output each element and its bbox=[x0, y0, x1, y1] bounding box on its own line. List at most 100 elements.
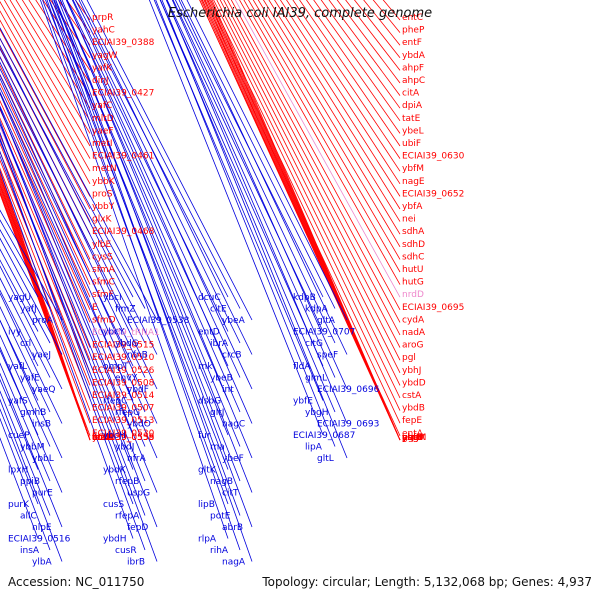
gene-label-forward: pheP bbox=[402, 26, 425, 36]
gene-label-reverse: ybdH bbox=[103, 535, 127, 545]
gene-label-forward: yagW bbox=[92, 51, 118, 61]
gene-label-forward: ECIAI39_0515 bbox=[92, 341, 154, 351]
gene-label-reverse: fepD bbox=[127, 523, 148, 533]
gene-label-forward: phr bbox=[402, 433, 417, 443]
gene-label-reverse: ibrB bbox=[127, 558, 145, 568]
accession-label: Accession: NC_011750 bbox=[8, 575, 145, 589]
gene-label-forward: ECIAI39_0695 bbox=[402, 303, 464, 313]
gene-label-forward: ECIAI39_0514 bbox=[92, 391, 155, 401]
gene-label-reverse: yaeJ bbox=[32, 351, 51, 361]
gene-label-forward: sfmF bbox=[92, 290, 114, 300]
gene-label-reverse: rfepB bbox=[115, 477, 139, 487]
gene-label-forward: ybbY bbox=[92, 202, 115, 212]
gene-label-reverse: rfepA bbox=[115, 512, 140, 522]
gene-label-reverse: dsbG bbox=[198, 397, 221, 407]
gene-label-reverse: int bbox=[222, 385, 234, 395]
gene-label-reverse: ompT bbox=[103, 362, 129, 372]
gene-label-reverse: nlpE bbox=[32, 523, 52, 533]
gene-label-forward: yafC bbox=[92, 101, 112, 111]
gene-label-reverse: entD bbox=[198, 328, 220, 338]
gene-label-reverse: cusS bbox=[103, 500, 124, 510]
gene-label-reverse: ybdO bbox=[127, 420, 151, 430]
gene-label-reverse: fimZ bbox=[115, 305, 136, 315]
gene-label-reverse: ybeA bbox=[222, 316, 246, 326]
gene-label-reverse: citT bbox=[222, 489, 239, 499]
gene-label-forward: ECIAI39_0468 bbox=[92, 227, 155, 237]
gene-label-forward: proS bbox=[92, 189, 113, 199]
gene-label-reverse: nagA bbox=[222, 558, 246, 568]
gene-label-reverse: insB bbox=[32, 420, 51, 430]
gene-label-forward: dpiA bbox=[402, 101, 423, 111]
gene-label-reverse: crcB bbox=[222, 351, 242, 361]
gene-label-reverse: lipB bbox=[198, 500, 215, 510]
gene-label-forward: cydA bbox=[402, 315, 425, 325]
gene-label-forward: ybeL bbox=[402, 126, 424, 136]
gene-label-reverse: ybdF bbox=[127, 385, 149, 395]
gene-label-forward: tatE bbox=[402, 114, 421, 124]
gene-label-reverse: gltK bbox=[198, 466, 217, 476]
gene-label-reverse: rfepG bbox=[115, 408, 140, 418]
gene-label-reverse: insA bbox=[20, 546, 40, 556]
gene-label-forward: ECIAI39_0630 bbox=[402, 152, 465, 162]
gene-label-forward: yafK bbox=[92, 63, 113, 73]
gene-label-reverse: ECIAI39_0516 bbox=[8, 535, 71, 545]
gene-label-forward: metN bbox=[92, 164, 117, 174]
gene-label-forward: nrdD bbox=[402, 290, 424, 300]
gene-label-reverse: ybeB bbox=[210, 374, 233, 384]
gene-label-reverse: ybcH bbox=[103, 431, 126, 441]
gene-label-reverse: yagU bbox=[8, 293, 31, 303]
gene-label-forward: ECIAI39_0530 bbox=[92, 429, 155, 439]
gene-label-forward: citA bbox=[402, 89, 420, 99]
gene-label-forward: pgm bbox=[402, 433, 422, 443]
gene-label-forward: nadA bbox=[402, 328, 426, 338]
gene-label-reverse: ECIAI39_0696 bbox=[317, 385, 380, 395]
gene-label-forward: hutG bbox=[402, 278, 424, 288]
gene-label-reverse: purK bbox=[8, 500, 30, 510]
gene-label-reverse: ybcI bbox=[103, 293, 122, 303]
gene-label-forward: ybfP bbox=[402, 433, 422, 443]
gene-label-forward: ahpC bbox=[402, 76, 425, 86]
gene-label-forward: ybdD bbox=[402, 378, 426, 388]
gene-label-reverse: fldA bbox=[293, 362, 311, 372]
gene-label-forward: entA bbox=[402, 429, 424, 439]
gene-label-reverse: yafJ bbox=[20, 305, 37, 315]
gene-label-forward: cusF bbox=[92, 433, 113, 443]
gene-label-reverse: rna bbox=[210, 443, 225, 453]
gene-label-forward: entB bbox=[402, 433, 423, 443]
gene-label-forward: ECIAI39_0510 bbox=[92, 353, 155, 363]
gene-label-reverse: allC bbox=[20, 512, 37, 522]
gene-label-forward: ECIAI39_0558 bbox=[92, 433, 155, 443]
gene-label-reverse: ECIAI39_0538 bbox=[127, 316, 190, 326]
gene-label-forward: ECIAI39_tRNA1 bbox=[92, 328, 160, 338]
gene-label-forward: ybdB bbox=[402, 404, 425, 414]
gene-label-forward: glxK bbox=[92, 215, 113, 225]
gene-label-forward: hutU bbox=[402, 265, 424, 275]
gene-label-reverse: fur bbox=[198, 431, 211, 441]
gene-label-forward: ahpF bbox=[402, 63, 424, 73]
gene-label-forward: sdhD bbox=[402, 240, 425, 250]
gene-label-forward: ECIAI39_0388 bbox=[92, 38, 155, 48]
gene-label-reverse: ybdK bbox=[103, 466, 127, 476]
gene-label-reverse: abrB bbox=[222, 523, 243, 533]
gene-label-reverse: uspG bbox=[127, 489, 150, 499]
gene-label-reverse: yafS bbox=[8, 397, 28, 407]
gene-label-reverse: ybdJ bbox=[115, 443, 134, 453]
gene-label-forward: sfmC bbox=[92, 278, 115, 288]
gene-label-forward: yahC bbox=[92, 26, 115, 36]
gene-label-reverse: kdpB bbox=[293, 293, 316, 303]
gene-label-forward: ECIAI39_0559 bbox=[92, 433, 155, 443]
gene-label-reverse: lpxH bbox=[8, 466, 28, 476]
gene-label-reverse: citG bbox=[305, 339, 323, 349]
gene-label-reverse: dcuC bbox=[198, 293, 221, 303]
gene-label-reverse: ybeF bbox=[222, 454, 244, 464]
gene-label-forward: glnS bbox=[402, 433, 422, 443]
gene-label-forward: ylbE bbox=[92, 240, 112, 250]
gene-label-forward: ybdZ bbox=[92, 433, 115, 443]
gene-label-reverse: ylbA bbox=[32, 558, 53, 568]
gene-label-reverse: proA bbox=[32, 316, 54, 326]
gene-label-forward: ECIAI39_0535 bbox=[92, 433, 154, 443]
gene-label-forward: entC bbox=[402, 13, 423, 23]
gene-label-forward: ECIAI39_0461 bbox=[92, 152, 154, 162]
gene-label-forward: ECIAI39_0513 bbox=[92, 416, 154, 426]
